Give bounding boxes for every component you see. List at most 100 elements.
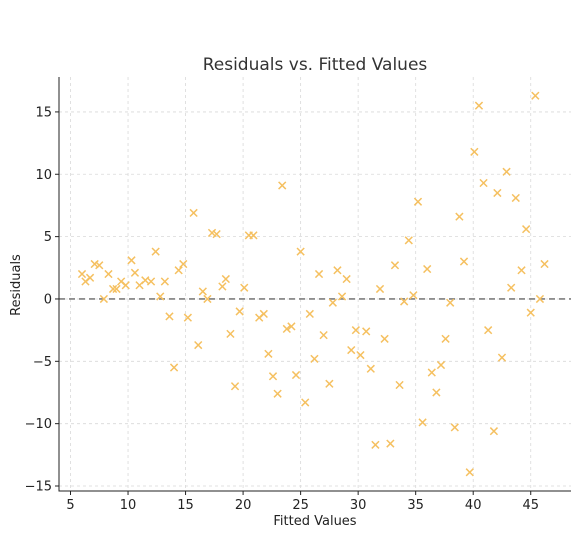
data-point [521,225,531,234]
x-tick-label: 20 [235,498,252,513]
x-tick-label: 45 [522,498,539,513]
data-point [479,178,488,188]
data-point [489,427,499,436]
data-point [535,294,545,304]
data-point [203,294,212,304]
data-point [342,274,351,284]
data-point [319,330,328,340]
x-tick-label: 10 [120,498,137,513]
data-point [362,327,371,336]
data-point [404,236,413,245]
data-point [194,340,203,350]
data-point [356,350,365,360]
data-point [169,363,179,372]
data-point [400,297,409,306]
data-point [218,282,227,291]
data-point [390,261,400,270]
data-point [273,389,282,398]
data-point [235,307,244,316]
data-point [310,354,319,363]
data-point [418,418,427,427]
data-point [179,259,188,269]
data-point [130,268,140,277]
data-point [366,364,375,373]
data-point [395,380,404,390]
data-point [189,208,198,218]
data-point [409,291,418,300]
data-point [240,283,249,292]
data-point [511,193,520,203]
grid-lines [59,77,571,491]
data-point [493,188,502,198]
data-point [278,181,287,190]
y-tick-label: 15 [35,105,52,120]
data-point [427,368,436,377]
x-tick-label: 25 [292,498,309,513]
scatter-points [77,91,549,477]
data-point [432,388,441,397]
data-point [484,326,493,335]
data-point [85,273,95,282]
data-point [474,101,484,110]
data-point [446,298,455,307]
data-point [423,264,432,274]
y-axis-ticks: −15 −10 −5 0 5 10 15 [25,105,59,495]
data-point [301,398,310,407]
data-point [296,247,305,256]
data-point [183,313,192,322]
data-point [249,231,258,240]
data-point [333,266,342,275]
data-point [95,261,104,270]
x-tick-label: 15 [177,498,194,513]
data-point [198,287,207,296]
data-point [77,269,87,279]
data-point [268,372,278,381]
data-point [174,266,183,275]
data-point [351,326,360,335]
data-point [325,379,334,388]
data-point [540,259,549,269]
x-axis-label: Fitted Values [273,514,356,529]
data-point [465,468,474,477]
data-point [121,281,130,290]
data-point [230,382,240,391]
data-point [226,329,235,339]
data-point [450,423,459,432]
y-tick-label: −15 [25,480,52,495]
data-point [146,277,156,286]
data-point [156,292,165,301]
data-point [526,308,535,317]
data-point [375,284,385,294]
data-point [264,349,273,358]
data-point [441,334,450,343]
data-point [507,283,516,292]
x-tick-label: 30 [350,498,367,513]
data-point [517,266,526,275]
data-point [99,294,109,304]
y-tick-label: 0 [44,292,52,307]
data-point [314,269,324,279]
data-point [165,312,174,321]
data-point [413,197,423,206]
data-point [259,309,268,319]
data-point [436,360,446,370]
axes-frame [58,77,571,492]
y-tick-label: −10 [25,417,52,432]
x-tick-label: 35 [407,498,424,513]
data-point [455,212,464,221]
data-point [470,147,479,156]
data-point [221,274,230,284]
chart-title: Residuals vs. Fitted Values [203,55,428,75]
y-tick-label: −5 [33,355,52,370]
data-point [112,284,121,294]
data-point [282,324,291,334]
data-point [380,334,389,343]
x-axis-ticks: 5 10 15 20 25 30 35 40 45 [66,491,539,513]
y-axis-label: Residuals [9,254,24,316]
y-tick-label: 5 [44,230,52,245]
data-point [151,247,160,256]
x-tick-label: 40 [465,498,482,513]
data-point [291,370,301,380]
